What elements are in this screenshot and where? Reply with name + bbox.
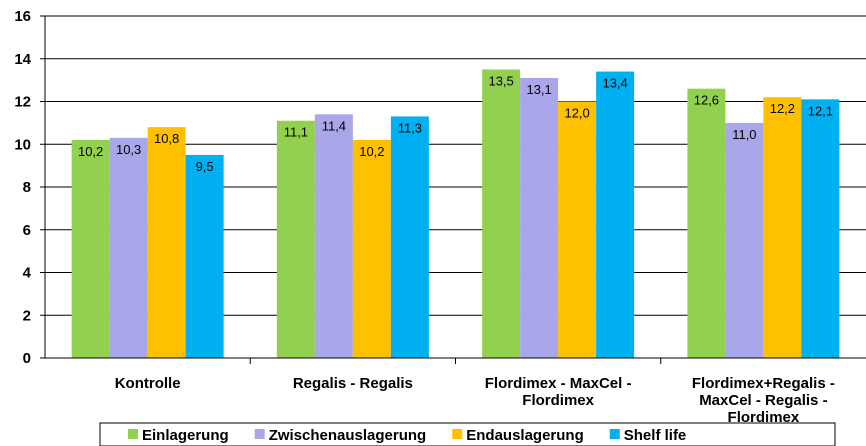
legend-swatch bbox=[254, 429, 265, 439]
x-tick-label-line: Flordimex bbox=[522, 392, 594, 409]
x-tick-label-line: Kontrolle bbox=[115, 375, 181, 392]
value-label: 10,8 bbox=[154, 131, 179, 146]
value-label: 13,5 bbox=[488, 73, 513, 88]
bar bbox=[352, 139, 391, 358]
value-label: 10,2 bbox=[359, 144, 384, 159]
value-label: 13,4 bbox=[602, 76, 627, 91]
bar bbox=[687, 88, 726, 359]
y-tick-label: 16 bbox=[14, 8, 31, 25]
value-label: 10,3 bbox=[116, 142, 141, 157]
x-tick-label: Kontrolle bbox=[115, 375, 181, 392]
legend-swatch bbox=[609, 429, 620, 439]
x-tick-label-line: Flordimex - MaxCel - bbox=[485, 375, 632, 392]
value-label: 12,0 bbox=[564, 106, 589, 121]
bar bbox=[185, 154, 224, 358]
legend-label: Einlagerung bbox=[142, 427, 229, 444]
y-tick-label: 12 bbox=[14, 94, 31, 111]
bar bbox=[725, 122, 764, 358]
legend-label: Endauslagerung bbox=[466, 427, 584, 444]
legend-box bbox=[99, 422, 836, 446]
x-tick-label-line: Regalis - Regalis bbox=[293, 375, 413, 392]
y-tick-label: 6 bbox=[23, 222, 31, 239]
y-tick-label: 4 bbox=[23, 265, 32, 282]
y-tick-label: 8 bbox=[23, 179, 31, 196]
legend-swatch bbox=[128, 429, 138, 439]
bar bbox=[314, 114, 353, 358]
x-tick-label: Regalis - Regalis bbox=[293, 375, 413, 392]
value-label: 12,6 bbox=[694, 93, 719, 108]
y-tick-label: 0 bbox=[23, 350, 31, 367]
bar bbox=[390, 116, 429, 359]
value-label: 12,2 bbox=[770, 101, 795, 116]
bar bbox=[147, 127, 186, 359]
x-tick-label-line: Flordimex bbox=[728, 409, 800, 426]
bar bbox=[276, 120, 315, 358]
bar bbox=[558, 101, 597, 358]
bar bbox=[482, 69, 521, 358]
y-tick-label: 10 bbox=[14, 136, 31, 153]
legend-label: Shelf life bbox=[624, 427, 687, 444]
y-tick-label: 14 bbox=[14, 51, 31, 68]
x-tick-label: Flordimex+Regalis -MaxCel - Regalis -Flo… bbox=[692, 375, 835, 426]
bar bbox=[109, 137, 148, 358]
x-tick-label-line: Flordimex+Regalis - bbox=[692, 375, 835, 392]
value-label: 12,1 bbox=[808, 103, 833, 118]
x-tick-label: Flordimex - MaxCel -Flordimex bbox=[485, 375, 632, 409]
y-tick-label: 2 bbox=[23, 307, 31, 324]
value-label: 11,3 bbox=[398, 120, 422, 135]
bar bbox=[596, 71, 635, 358]
value-label: 9,5 bbox=[196, 159, 214, 174]
value-label: 11,4 bbox=[322, 118, 346, 133]
bar bbox=[763, 97, 802, 358]
value-label: 10,2 bbox=[78, 144, 103, 159]
legend-label: Zwischenauslagerung bbox=[269, 427, 427, 444]
value-label: 11,0 bbox=[732, 127, 756, 142]
bar bbox=[801, 99, 840, 359]
value-label: 13,1 bbox=[526, 82, 551, 97]
value-label: 11,1 bbox=[284, 125, 308, 140]
bar bbox=[71, 139, 110, 358]
x-tick-label-line: MaxCel - Regalis - bbox=[699, 392, 827, 409]
bar bbox=[520, 77, 559, 359]
legend-swatch bbox=[452, 429, 463, 439]
